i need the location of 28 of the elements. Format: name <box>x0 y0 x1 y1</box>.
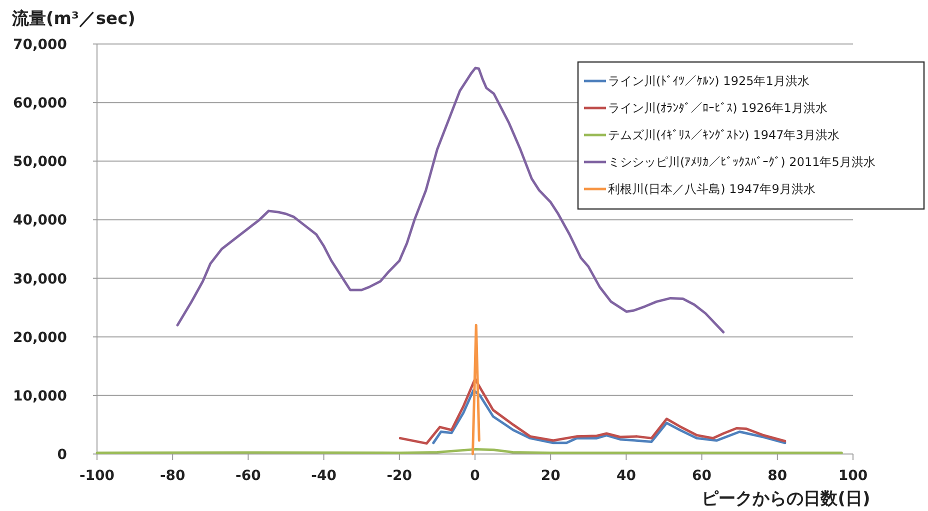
y-tick-label: 70,000 <box>12 37 68 53</box>
x-tick-label: 80 <box>768 468 788 484</box>
x-tick-label: -20 <box>386 468 412 484</box>
x-tick-label: -100 <box>79 468 115 484</box>
y-tick-label: 10,000 <box>12 388 68 404</box>
legend-label: ライン川(ﾄﾞｲﾂ／ｹﾙﾝ) 1925年1月洪水 <box>608 74 810 88</box>
y-tick-label: 0 <box>57 447 68 463</box>
y-tick-label: 50,000 <box>12 154 68 170</box>
legend-label: 利根川(日本／八斗島) 1947年9月洪水 <box>608 182 816 196</box>
line-series <box>398 378 786 445</box>
legend-label: ミシシッピ川(ｱﾒﾘｶ／ﾋﾞｯｸｽﾊﾞｰｸﾞ) 2011年5月洪水 <box>608 155 876 169</box>
y-axis-title: 流量(m³／sec) <box>11 9 136 29</box>
y-tick-label: 20,000 <box>12 330 68 346</box>
y-tick-label: 60,000 <box>12 96 68 112</box>
x-tick-label: 20 <box>540 468 561 484</box>
x-tick-label: 60 <box>692 468 712 484</box>
y-tick-label: 40,000 <box>12 212 68 229</box>
y-tick-label: 30,000 <box>12 271 68 288</box>
x-tick-label: 100 <box>838 468 868 484</box>
legend-label: テムズ川(ｲｷﾞﾘｽ／ｷﾝｸﾞｽﾄﾝ) 1947年3月洪水 <box>608 128 840 142</box>
x-tick-label: 0 <box>470 468 480 484</box>
legend-label: ライン川(ｵﾗﾝﾀﾞ／ﾛｰﾋﾞｽ) 1926年1月洪水 <box>608 101 828 115</box>
x-tick-label: -40 <box>311 468 337 484</box>
x-tick-label: -60 <box>236 468 262 484</box>
line-series <box>432 388 786 444</box>
x-tick-label: 40 <box>616 468 636 484</box>
x-tick-label: -80 <box>160 468 186 484</box>
x-axis-title: ピークからの日数(日) <box>702 489 870 509</box>
